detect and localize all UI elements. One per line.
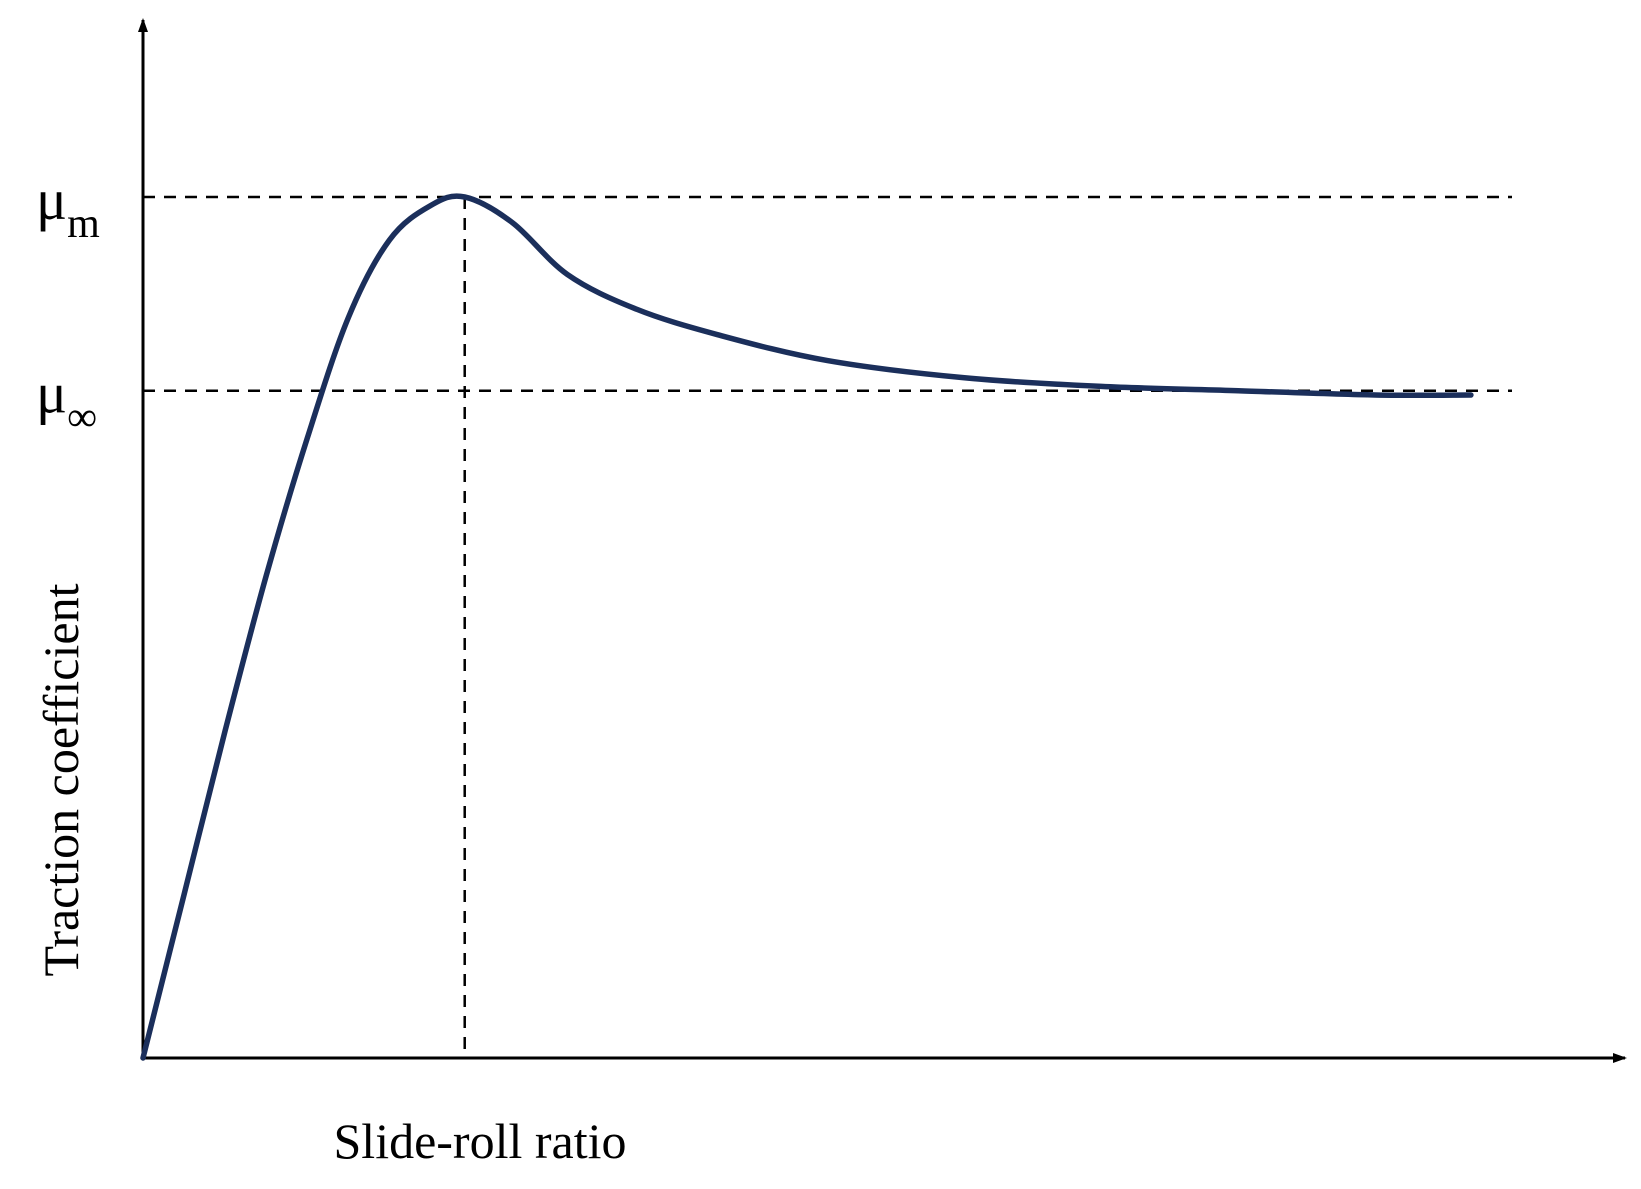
- y-axis-title: Traction coefficient: [33, 583, 89, 976]
- x-axis-title: Slide-roll ratio: [334, 1113, 627, 1169]
- series-line-0: [140, 193, 1474, 1061]
- reference-label-1: μ∞: [36, 361, 97, 441]
- series-group: [140, 193, 1474, 1061]
- reference-labels: μm μ∞: [36, 167, 100, 441]
- reference-lines: [143, 195, 1512, 1058]
- reference-label-sub-1: ∞: [67, 395, 97, 441]
- reference-label-sub-0: m: [67, 201, 100, 247]
- reference-label-0: μm: [36, 167, 100, 247]
